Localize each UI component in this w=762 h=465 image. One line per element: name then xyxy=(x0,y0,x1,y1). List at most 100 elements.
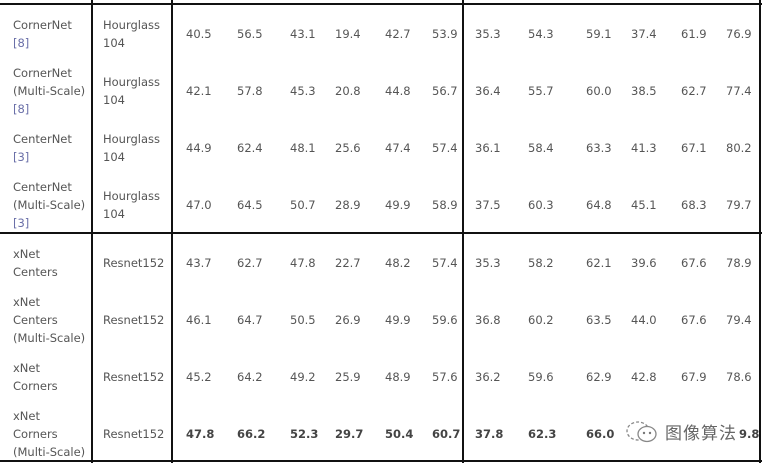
metric-value: 61.9 xyxy=(681,26,707,41)
method-name: xNet Corners (Multi-Scale) xyxy=(13,408,86,459)
metric-value: 47.8 xyxy=(186,426,215,441)
metric-value: 66.0 xyxy=(586,426,615,441)
metric-value: 80.2 xyxy=(726,140,752,155)
metric-value: 54.3 xyxy=(528,26,554,41)
reference-link[interactable]: [8] xyxy=(13,101,30,116)
metric-value: 64.5 xyxy=(237,197,263,212)
metric-value: 55.7 xyxy=(528,83,554,98)
metric-value: 29.7 xyxy=(335,426,364,441)
backbone-cell: Hourglass 104 xyxy=(103,17,161,50)
metric-value: 58.4 xyxy=(528,140,554,155)
table-row: CornerNet (Multi-Scale) [8] Hourglass 104… xyxy=(0,62,762,119)
backbone-cell: Resnet152 xyxy=(103,255,165,270)
metric-value: 42.7 xyxy=(385,26,411,41)
method-cell: CornerNet [8] xyxy=(13,16,72,52)
method-cell: xNet Centers xyxy=(13,245,58,281)
metric-value: 67.6 xyxy=(681,255,707,270)
metric-value: 40.5 xyxy=(186,26,212,41)
metric-value: 57.6 xyxy=(432,369,458,384)
metric-value: 62.9 xyxy=(586,369,612,384)
col-divider-backbone xyxy=(171,0,173,463)
col-divider-metrics xyxy=(462,0,464,463)
method-cell: xNet Centers (Multi-Scale) xyxy=(13,293,85,347)
metric-value: 43.1 xyxy=(290,26,316,41)
metric-value: 67.6 xyxy=(681,312,707,327)
metric-value: 47.0 xyxy=(186,197,212,212)
metric-value: 35.3 xyxy=(475,26,501,41)
metric-value: 9.8 xyxy=(739,426,760,441)
metric-value: 19.4 xyxy=(335,26,361,41)
method-cell: CornerNet (Multi-Scale) [8] xyxy=(13,64,85,118)
metric-value: 68.3 xyxy=(681,197,707,212)
metric-value: 50.5 xyxy=(290,312,316,327)
method-name: xNet Centers (Multi-Scale) xyxy=(13,294,86,345)
reference-link[interactable]: [3] xyxy=(13,215,30,230)
metric-value: 25.9 xyxy=(335,369,361,384)
method-cell: CenterNet [3] xyxy=(13,130,72,166)
metric-value: 48.9 xyxy=(385,369,411,384)
backbone-cell: Hourglass 104 xyxy=(103,188,161,221)
metric-value: 39.6 xyxy=(631,255,657,270)
method-name: xNet Corners xyxy=(13,360,58,393)
metric-value: 44.9 xyxy=(186,140,212,155)
metric-value: 67.9 xyxy=(681,369,707,384)
metric-value: 28.9 xyxy=(335,197,361,212)
metric-value: 35.3 xyxy=(475,255,501,270)
metric-value: 58.2 xyxy=(528,255,554,270)
metric-value: 36.8 xyxy=(475,312,501,327)
metric-value: 26.9 xyxy=(335,312,361,327)
metric-value: 63.5 xyxy=(586,312,612,327)
metric-value: 42.8 xyxy=(631,369,657,384)
metric-value: 44.8 xyxy=(385,83,411,98)
metric-value: 62.7 xyxy=(681,83,707,98)
table-row: CenterNet [3] Hourglass 104 44.9 62.4 48.1 25… xyxy=(0,119,762,176)
metric-value: 59.6 xyxy=(432,312,458,327)
backbone-cell: Resnet152 xyxy=(103,426,165,441)
table-row: xNet Corners (Multi-Scale) Resnet152 47.8 6… xyxy=(0,405,762,462)
top-rule xyxy=(0,3,762,5)
metric-value: 62.3 xyxy=(528,426,557,441)
metric-value: 60.7 xyxy=(432,426,461,441)
reference-link[interactable]: [8] xyxy=(13,35,30,50)
metric-value: 46.1 xyxy=(186,312,212,327)
metric-value: 50.4 xyxy=(385,426,414,441)
backbone-cell: Resnet152 xyxy=(103,369,165,384)
method-name: CenterNet xyxy=(13,131,72,146)
metric-value: 77.4 xyxy=(726,83,752,98)
metric-value: 52.3 xyxy=(290,426,319,441)
metric-value: 47.8 xyxy=(290,255,316,270)
table-row: xNet Centers (Multi-Scale) Resnet152 46.1 6… xyxy=(0,291,762,348)
metric-value: 78.6 xyxy=(726,369,752,384)
method-cell: CenterNet (Multi-Scale) [3] xyxy=(13,178,85,232)
metric-value: 64.2 xyxy=(237,369,263,384)
metric-value: 62.1 xyxy=(586,255,612,270)
metric-value: 49.9 xyxy=(385,312,411,327)
table-row: xNet Corners Resnet152 45.2 64.2 49.2 25.9 48.… xyxy=(0,348,762,405)
metric-value: 60.0 xyxy=(586,83,612,98)
metric-value: 57.4 xyxy=(432,140,458,155)
method-name: CenterNet (Multi-Scale) xyxy=(13,179,86,212)
metric-value: 25.6 xyxy=(335,140,361,155)
metric-value: 64.7 xyxy=(237,312,263,327)
reference-link[interactable]: [3] xyxy=(13,149,30,164)
metric-value: 50.7 xyxy=(290,197,316,212)
metric-value: 20.8 xyxy=(335,83,361,98)
metric-value: 36.2 xyxy=(475,369,501,384)
metric-value: 79.7 xyxy=(726,197,752,212)
metric-value: 76.9 xyxy=(726,26,752,41)
metric-value: 49.9 xyxy=(385,197,411,212)
metric-value: 58.9 xyxy=(432,197,458,212)
metric-value: 47.4 xyxy=(385,140,411,155)
metric-value: 42.1 xyxy=(186,83,212,98)
metric-value: 48.1 xyxy=(290,140,316,155)
col-divider-method xyxy=(91,0,93,463)
metric-value: 60.3 xyxy=(528,197,554,212)
metric-value: 59.6 xyxy=(528,369,554,384)
metric-value: 62.7 xyxy=(237,255,263,270)
metric-value: 57.8 xyxy=(237,83,263,98)
metric-value: 43.7 xyxy=(186,255,212,270)
metric-value: 49.2 xyxy=(290,369,316,384)
metric-value: 41.3 xyxy=(631,140,657,155)
method-name: xNet Centers xyxy=(13,246,58,279)
metric-value: 57.4 xyxy=(432,255,458,270)
